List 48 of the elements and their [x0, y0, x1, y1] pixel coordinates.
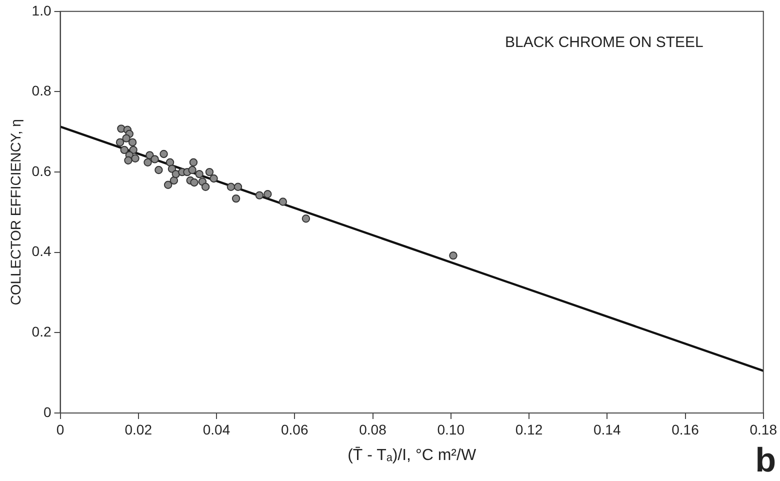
annotation: BLACK CHROME ON STEEL — [504, 34, 704, 52]
point — [205, 168, 214, 176]
point — [188, 166, 196, 174]
point — [232, 194, 240, 203]
y-tick-label: 0.6 — [32, 162, 52, 179]
point — [189, 158, 198, 166]
point — [166, 158, 174, 166]
point — [120, 146, 128, 154]
point — [144, 158, 152, 166]
x-tick-label: 0 — [56, 421, 64, 438]
x-tick-label: 0.06 — [281, 421, 308, 438]
point — [255, 191, 264, 200]
x-tick-label: 0.02 — [124, 421, 152, 438]
text: b — [755, 441, 776, 480]
x-tick-label: 0.14 — [594, 421, 621, 438]
point — [154, 166, 163, 174]
point — [190, 178, 198, 187]
point — [210, 174, 218, 183]
point — [302, 214, 310, 223]
point — [264, 190, 272, 198]
x-tick-label: 0.16 — [672, 421, 700, 438]
x-tick-label: 0.04 — [202, 421, 230, 438]
point — [278, 198, 288, 206]
point — [195, 170, 204, 178]
y-tick-label: 0.2 — [32, 324, 52, 340]
point — [116, 138, 124, 146]
y-tick-label: 0.4 — [32, 243, 52, 260]
point — [131, 154, 140, 162]
x-tick-label: 0.08 — [359, 421, 387, 438]
point — [234, 182, 242, 191]
point — [150, 155, 159, 164]
point — [449, 251, 458, 260]
point — [122, 134, 130, 142]
point — [160, 150, 168, 158]
point — [164, 180, 172, 189]
y-tick-label: 0 — [43, 404, 52, 420]
point — [226, 182, 236, 191]
x-axis-title: (T̄ - Tₐ)/I, °C m²/W — [348, 446, 477, 464]
point — [201, 182, 210, 191]
x-tick-label: 0.12 — [515, 421, 543, 438]
x-tick-label: 0.18 — [750, 421, 778, 438]
x-tick-label: 0.10 — [437, 421, 465, 438]
y-tick-label: 1.0 — [32, 2, 52, 18]
y-tick-label: 0.8 — [32, 82, 52, 99]
point — [124, 156, 132, 164]
y-axis-title: COLLECTOR EFFICIENCY, η — [7, 119, 24, 306]
point — [128, 138, 137, 146]
point — [170, 176, 178, 185]
